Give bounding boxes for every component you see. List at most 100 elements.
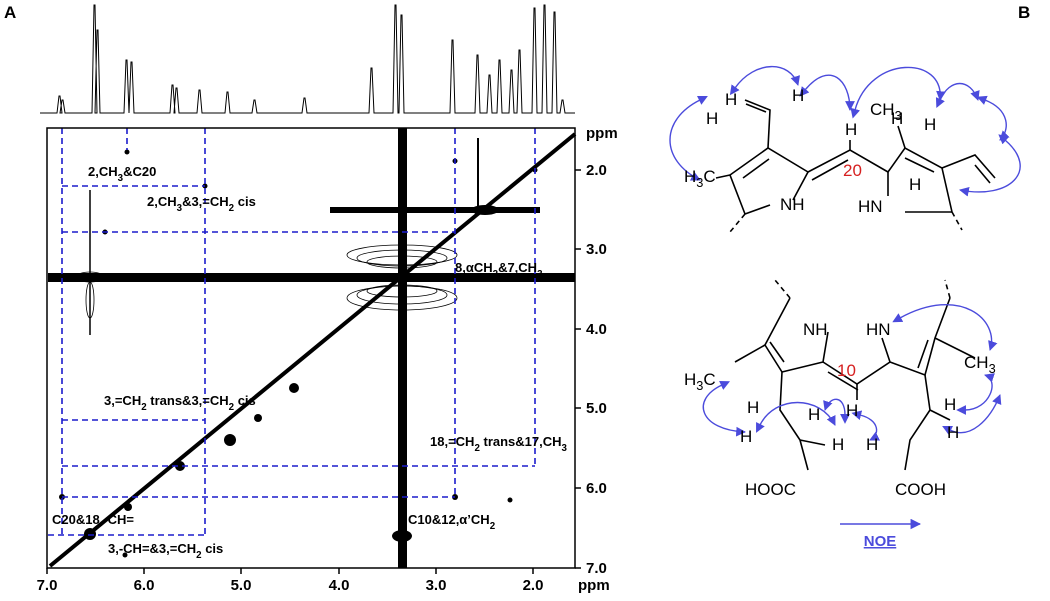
annotation: 3,=CH2 trans&3,=CH2 cis [104, 393, 256, 413]
atom-label: H [845, 120, 857, 139]
atom-label-part: HOOC [745, 480, 796, 499]
atom-label-part: H [924, 115, 936, 134]
atom-label: CH3 [870, 100, 902, 123]
atom-label: H [706, 109, 718, 128]
atom-label-part: H [684, 167, 696, 186]
atom-label-part: H [866, 435, 878, 454]
annotation: 18,=CH2 trans&17,CH3 [430, 434, 568, 454]
annotation-part: 2 [141, 402, 147, 413]
annotation-part: &C20 [123, 164, 156, 179]
annotation-part: 2 [229, 402, 235, 413]
atom-label-part: C [703, 167, 715, 186]
atom-label-part: H [832, 435, 844, 454]
atom-label: 10 [837, 361, 856, 380]
legend-label: NOE [864, 533, 897, 550]
atom-label-part: 3 [696, 175, 703, 190]
structure-top [669, 65, 1021, 233]
atom-label-part: H [706, 109, 718, 128]
annotation-part: &3,=CH [182, 194, 229, 209]
contours [48, 128, 577, 568]
annotation-part: 3 [177, 203, 183, 214]
annotation-part: &7,CH [498, 260, 537, 275]
structure-bottom: NOE [702, 279, 1002, 550]
x-tick-label: 4.0 [329, 577, 350, 594]
atom-label: 20 [843, 161, 862, 180]
y-tick-label: 4.0 [586, 321, 607, 338]
atom-label-part: 3 [895, 108, 902, 123]
atom-label: HN [866, 320, 891, 339]
annotation-part: 3 [118, 173, 124, 184]
x-tick-label: 7.0 [37, 577, 58, 594]
annotation-part: 3,-CH=&3,=CH [108, 541, 196, 556]
annotation: C20&18,-CH= [52, 512, 134, 527]
x-tick-label: 6.0 [134, 577, 155, 594]
y-tick-label: 6.0 [586, 480, 607, 497]
atom-label: H [866, 435, 878, 454]
annotation-part: 2 [490, 521, 496, 532]
annotation-part: trans&17,CH [480, 434, 562, 449]
atom-label-part: HN [866, 320, 891, 339]
annotation-part: 3,=CH [104, 393, 141, 408]
annotation: C10&12,α’CH2 [408, 512, 496, 532]
annotation-part: 2,CH [147, 194, 177, 209]
atom-label-part: H [792, 86, 804, 105]
annotation-part: 2 [474, 443, 480, 454]
annotation-part: trans&3,=CH [147, 393, 229, 408]
panel-label: A [4, 3, 16, 22]
atom-label-part: CH [964, 353, 989, 372]
annotation-part: 18,=CH [430, 434, 474, 449]
annotation-part: 8,αCH [455, 260, 493, 275]
annotation: 2,CH3&C20 [88, 164, 156, 184]
atom-label-part: H [947, 423, 959, 442]
x-tick-label: 5.0 [231, 577, 252, 594]
annotation: 8,αCH2&7,CH3 [455, 260, 543, 280]
y-axis-unit: ppm [586, 125, 618, 142]
atom-label-part: H [725, 90, 737, 109]
annotation-part: C20&18,-CH= [52, 512, 134, 527]
x-axis-unit: ppm [578, 577, 610, 594]
annotation-part: 2 [196, 550, 202, 561]
atom-label: H [747, 398, 759, 417]
y-tick-label: 3.0 [586, 241, 607, 258]
atom-label-part: H [846, 401, 858, 420]
annotation-part: C10&12,α’CH [408, 512, 490, 527]
atom-label-part: COOH [895, 480, 946, 499]
atom-label: H [792, 86, 804, 105]
atom-label-part: 10 [837, 361, 856, 380]
atom-label: COOH [895, 480, 946, 499]
atom-label: H3C [684, 370, 716, 393]
annotation-part: 3 [537, 269, 543, 280]
projection-1d [40, 4, 575, 114]
atom-label-part: HN [858, 197, 883, 216]
x-tick-label: 3.0 [426, 577, 447, 594]
panel-label: B [1018, 3, 1030, 22]
atom-label-part: 3 [696, 378, 703, 393]
atom-label-part: C [703, 370, 715, 389]
atom-label: H [947, 423, 959, 442]
atom-label: H [808, 405, 820, 424]
annotation-part: cis [234, 194, 256, 209]
atom-label-part: H [808, 405, 820, 424]
atom-label-part: NH [780, 195, 805, 214]
y-tick-label: 7.0 [586, 560, 607, 577]
atom-label-part: H [747, 398, 759, 417]
annotation-part: cis [234, 393, 256, 408]
plot-frame [46, 127, 576, 569]
atom-label-part: 3 [989, 361, 996, 376]
atom-label-part: H [944, 395, 956, 414]
atom-label: NH [780, 195, 805, 214]
atom-label: H [944, 395, 956, 414]
atom-label-part: H [740, 427, 752, 446]
atom-label-part: H [684, 370, 696, 389]
atom-label: H [891, 109, 903, 128]
atom-label: H [832, 435, 844, 454]
atom-label: HOOC [745, 480, 796, 499]
atom-label-part: CH [870, 100, 895, 119]
annotation: 3,-CH=&3,=CH2 cis [108, 541, 223, 561]
atom-label-part: H [909, 175, 921, 194]
atom-label: HN [858, 197, 883, 216]
atom-label: H [725, 90, 737, 109]
atom-label: CH3 [964, 353, 996, 376]
annotation: 2,CH3&3,=CH2 cis [147, 194, 256, 214]
